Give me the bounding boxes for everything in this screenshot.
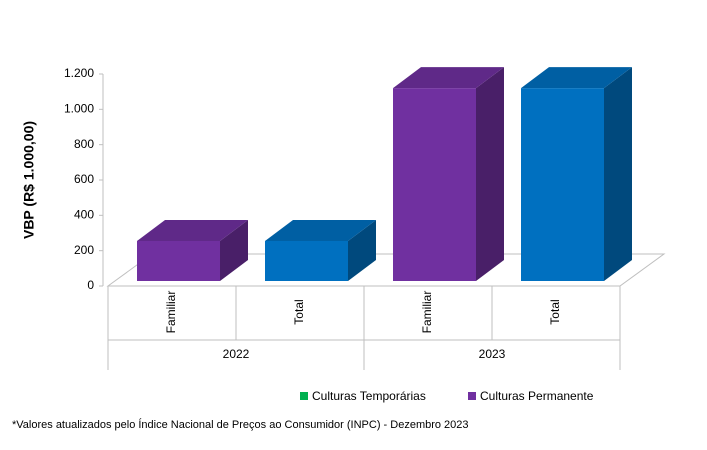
legend-swatch [468,392,476,400]
y-tick-label: 200 [74,243,94,257]
bar-top [137,219,248,241]
bar [265,240,348,281]
bar [393,88,476,281]
x-tick-label: Total [548,299,562,324]
bar [521,88,604,281]
x-tick-label: Familiar [164,291,178,334]
group-label: 2022 [223,347,250,361]
bar [137,240,220,281]
y-tick-label: 600 [74,172,94,186]
bar-top [265,219,376,241]
y-axis-label: VBP (R$ 1.000,00) [21,121,37,239]
x-tick-label: Total [292,299,306,324]
bar-top [521,67,632,89]
x-tick-label: Familiar [420,291,434,334]
bar-side [220,219,248,281]
group-label: 2023 [479,347,506,361]
y-tick-label: 400 [74,208,94,222]
y-tick-label: 800 [74,137,94,151]
y-tick-label: 1.000 [64,102,94,116]
bar-side [476,67,504,281]
legend-label: Culturas Permanente [480,389,594,403]
legend-swatch [300,392,308,400]
legend-label: Culturas Temporárias [312,389,426,403]
footnote: *Valores atualizados pelo Índice Naciona… [12,418,469,431]
bar-side [348,219,376,281]
bar-top [393,67,504,89]
bar-side [604,67,632,281]
y-tick-label: 0 [87,278,94,292]
y-tick-label: 1.200 [64,66,94,80]
